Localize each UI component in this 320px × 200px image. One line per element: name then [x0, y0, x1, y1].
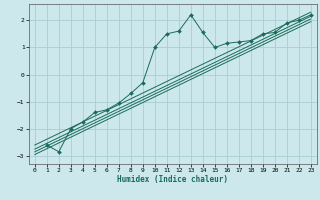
X-axis label: Humidex (Indice chaleur): Humidex (Indice chaleur)	[117, 175, 228, 184]
